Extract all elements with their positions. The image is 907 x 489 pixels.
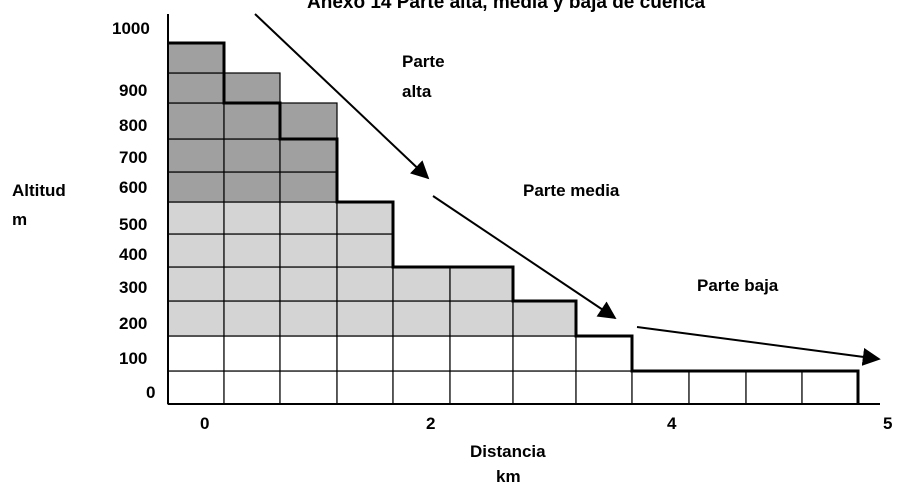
profile-cell-baja [745, 370, 803, 405]
profile-cell-baja [392, 370, 451, 405]
profile-cell-media [279, 266, 338, 302]
profile-cell-alta [223, 138, 281, 173]
profile-cell-baja [167, 370, 225, 405]
zone-media-label: Parte media [523, 181, 620, 200]
profile-cell-alta [167, 171, 225, 203]
profile-cell-baja [688, 370, 747, 405]
profile-cells [167, 42, 859, 405]
profile-cell-baja [392, 335, 451, 372]
profile-cell-alta [167, 102, 225, 140]
profile-cell-baja [279, 335, 338, 372]
profile-cell-baja [575, 370, 633, 405]
profile-cell-media [279, 233, 338, 268]
profile-cell-alta [167, 42, 225, 74]
y-tick-100: 100 [119, 349, 147, 368]
profile-cell-media [279, 300, 338, 337]
diagram-title: Anexo 14 Parte alta, media y baja de cue… [307, 0, 706, 13]
y-tick-800: 800 [119, 116, 147, 135]
y-tick-500: 500 [119, 215, 147, 234]
y-axis-label-line1: Altitud [12, 181, 66, 200]
profile-cell-baja [279, 370, 338, 405]
profile-cell-baja [336, 370, 394, 405]
profile-cell-media [336, 266, 394, 302]
profile-cell-baja [575, 335, 633, 372]
profile-cell-baja [449, 335, 514, 372]
profile-cell-media [223, 233, 281, 268]
arrow-upper-slope [254, 13, 430, 180]
profile-cell-alta [223, 171, 281, 203]
y-tick-400: 400 [119, 245, 147, 264]
x-tick-0: 0 [200, 414, 209, 433]
y-tick-1000: 1000 [112, 19, 150, 38]
zone-alta-label-line1: Parte [402, 52, 445, 71]
x-tick-2: 2 [426, 414, 435, 433]
profile-cell-media [392, 266, 451, 302]
profile-cell-media [223, 201, 281, 235]
arrow-middle-slope [432, 195, 617, 320]
zone-alta-label-line2: alta [402, 82, 432, 101]
y-tick-300: 300 [119, 278, 147, 297]
profile-cell-baja [512, 370, 577, 405]
profile-cell-alta [167, 72, 225, 104]
profile-cell-baja [336, 335, 394, 372]
y-tick-0: 0 [146, 383, 155, 402]
profile-cell-alta [279, 138, 338, 173]
profile-cell-media [167, 300, 225, 337]
profile-cell-media [336, 300, 394, 337]
profile-cell-media [336, 201, 394, 235]
profile-cell-alta [223, 72, 281, 104]
profile-cell-media [512, 300, 577, 337]
y-axis-ticks: 1000 900 800 700 600 500 400 300 200 100… [112, 19, 155, 402]
x-tick-5: 5 [883, 414, 892, 433]
profile-cell-media [167, 266, 225, 302]
profile-cell-alta [279, 102, 338, 140]
y-tick-700: 700 [119, 148, 147, 167]
y-axis-label-line2: m [12, 210, 27, 229]
y-tick-600: 600 [119, 178, 147, 197]
profile-cell-media [336, 233, 394, 268]
profile-cell-baja [223, 335, 281, 372]
profile-cell-media [392, 300, 451, 337]
profile-cell-baja [167, 335, 225, 372]
profile-cell-baja [512, 335, 577, 372]
profile-cell-baja [801, 370, 859, 405]
arrow-lower-slope [636, 326, 881, 366]
profile-cell-baja [223, 370, 281, 405]
x-axis-ticks: 0 2 4 5 [200, 414, 892, 433]
profile-cell-alta [279, 171, 338, 203]
zone-baja-label: Parte baja [697, 276, 779, 295]
profile-cell-media [223, 300, 281, 337]
profile-cell-media [223, 266, 281, 302]
y-tick-900: 900 [119, 81, 147, 100]
x-axis-label-line2: km [496, 467, 521, 486]
terrain-profile-outline [168, 41, 860, 404]
y-tick-200: 200 [119, 314, 147, 333]
profile-cell-alta [167, 138, 225, 173]
profile-cell-alta [223, 102, 281, 140]
x-axis-label-line1: Distancia [470, 442, 546, 461]
profile-cell-baja [631, 370, 690, 405]
profile-cell-media [167, 201, 225, 235]
profile-cell-media [279, 201, 338, 235]
profile-cell-media [449, 300, 514, 337]
profile-cell-baja [449, 370, 514, 405]
profile-cell-media [167, 233, 225, 268]
profile-cell-media [449, 266, 514, 302]
x-tick-4: 4 [667, 414, 677, 433]
